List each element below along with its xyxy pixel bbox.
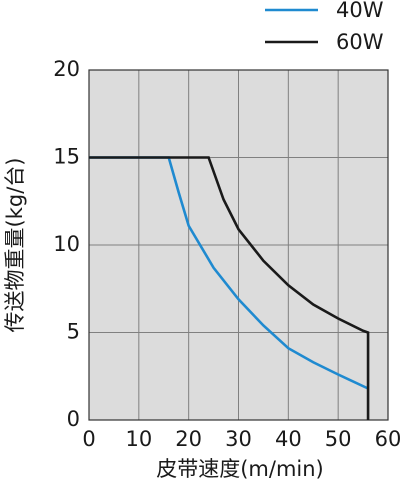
y-tick-label: 5 — [67, 320, 80, 344]
y-tick-label: 15 — [53, 145, 80, 169]
y-tick-label: 10 — [53, 232, 80, 256]
legend-label: 60W — [336, 30, 384, 54]
y-tick-label: 0 — [67, 407, 80, 431]
x-tick-label: 20 — [175, 427, 202, 451]
x-tick-label: 0 — [82, 427, 95, 451]
x-tick-label: 10 — [125, 427, 152, 451]
line-series — [89, 156, 370, 420]
x-axis-label: 皮带速度(m/min) — [156, 457, 324, 481]
y-tick-label: 20 — [53, 57, 80, 81]
y-axis-label: 传送物重量(kg/台) — [3, 158, 27, 333]
x-tick-label: 30 — [225, 427, 252, 451]
x-tick-label: 40 — [275, 427, 302, 451]
x-tick-label: 50 — [325, 427, 352, 451]
legend-label: 40W — [336, 0, 384, 22]
line-series — [89, 156, 369, 390]
x-tick-label: 60 — [375, 427, 400, 451]
plot-border — [88, 69, 389, 421]
